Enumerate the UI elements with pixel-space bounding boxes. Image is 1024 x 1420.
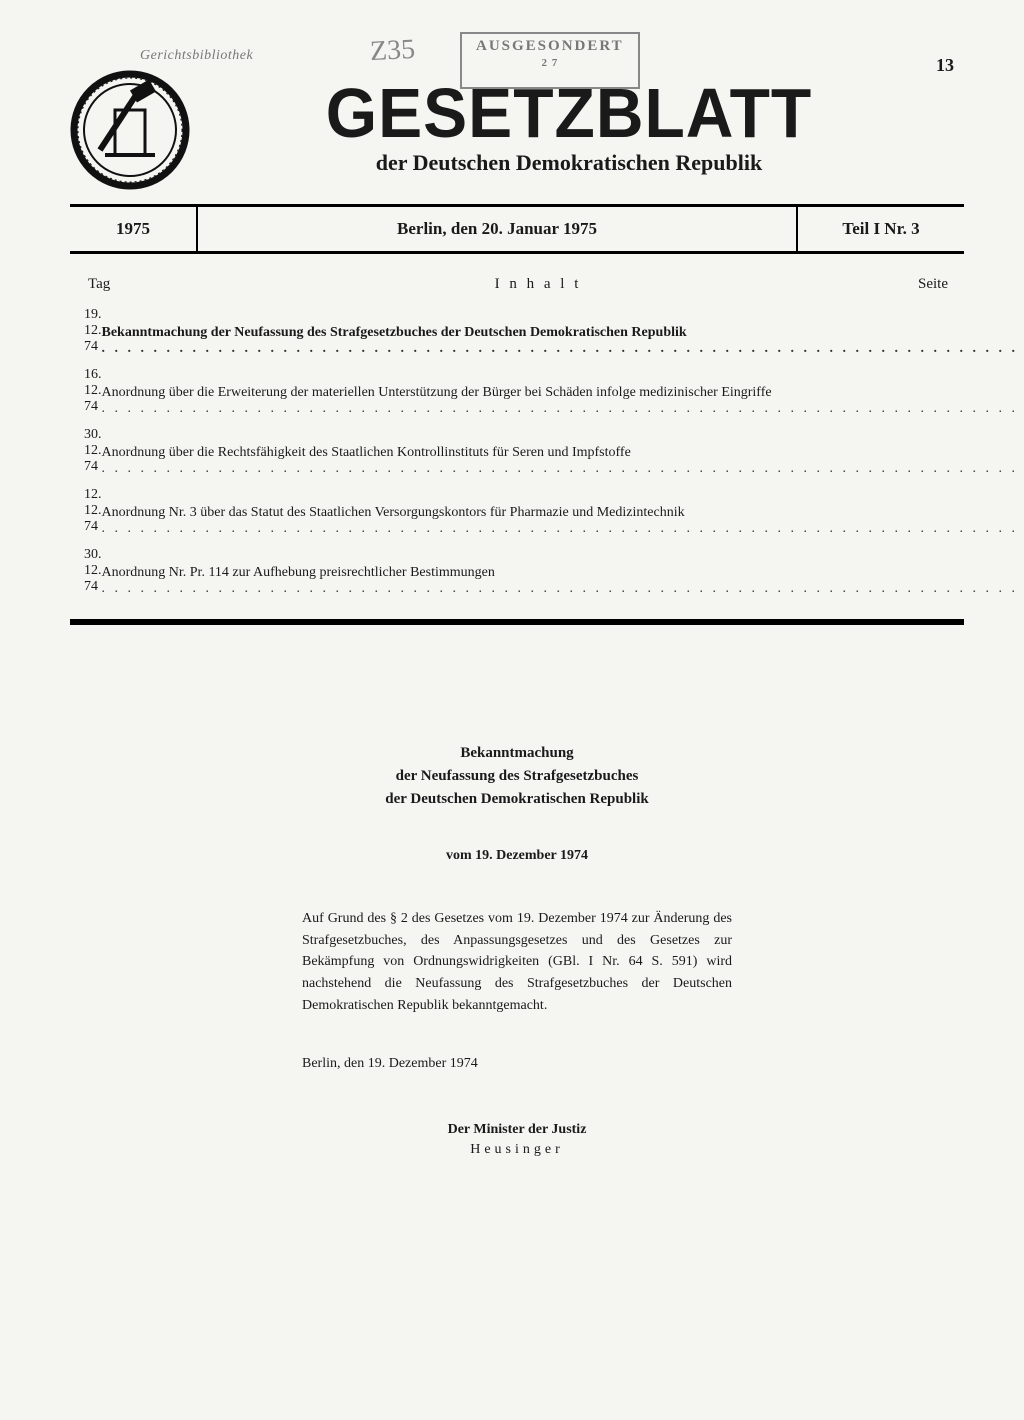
page-number: 13 bbox=[936, 55, 954, 76]
toc-date: 30. 12. 74 bbox=[80, 427, 102, 477]
announcement-line3: der Deutschen Demokratischen Republik bbox=[70, 791, 964, 808]
announcement-line2: der Neufassung des Strafgesetzbuches bbox=[70, 768, 964, 785]
toc-text: Anordnung Nr. Pr. 114 zur Aufhebung prei… bbox=[102, 565, 1024, 597]
announcement-place: Berlin, den 19. Dezember 1974 bbox=[302, 1056, 732, 1072]
toc-row: 12. 12. 74Anordnung Nr. 3 über das Statu… bbox=[80, 487, 954, 537]
signatory-role: Der Minister der Justiz bbox=[70, 1122, 964, 1138]
toc-text: Anordnung Nr. 3 über das Statut des Staa… bbox=[102, 505, 1024, 537]
table-of-contents: Tag I n h a l t Seite 19. 12. 74Bekanntm… bbox=[70, 276, 964, 597]
toc-date: 12. 12. 74 bbox=[80, 487, 102, 537]
library-stamp: Gerichtsbibliothek bbox=[140, 48, 253, 64]
handwritten-note: Z35 bbox=[369, 34, 416, 68]
toc-text: Anordnung über die Rechtsfähigkeit des S… bbox=[102, 445, 1024, 477]
toc-row: 30. 12. 74Anordnung über die Rechtsfähig… bbox=[80, 427, 954, 477]
toc-text: Anordnung über die Erweiterung der mater… bbox=[102, 385, 1024, 417]
announcement-block: Bekanntmachung der Neufassung des Strafg… bbox=[70, 745, 964, 1158]
issue-place-date: Berlin, den 20. Januar 1975 bbox=[198, 207, 798, 251]
masthead: GESETZBLATT der Deutschen Demokratischen… bbox=[70, 70, 964, 190]
stamp-sub-text: 2 7 bbox=[476, 57, 624, 69]
toc-row: 16. 12. 74Anordnung über die Erweiterung… bbox=[80, 367, 954, 417]
toc-row: 30. 12. 74Anordnung Nr. Pr. 114 zur Aufh… bbox=[80, 547, 954, 597]
toc-row: 19. 12. 74Bekanntmachung der Neufassung … bbox=[80, 307, 954, 357]
publication-title: GESETZBLATT bbox=[214, 83, 924, 145]
divider-rule bbox=[70, 619, 964, 625]
toc-header-inhalt: I n h a l t bbox=[188, 276, 888, 293]
toc-date: 19. 12. 74 bbox=[80, 307, 102, 357]
toc-date: 16. 12. 74 bbox=[80, 367, 102, 417]
stamp-main-text: AUSGESONDERT bbox=[476, 38, 624, 54]
issue-year: 1975 bbox=[70, 207, 198, 251]
toc-header-tag: Tag bbox=[80, 276, 188, 293]
ddr-emblem-icon bbox=[70, 70, 190, 190]
announcement-body: Auf Grund des § 2 des Gesetzes vom 19. D… bbox=[302, 908, 732, 1016]
issue-bar: 1975 Berlin, den 20. Januar 1975 Teil I … bbox=[70, 204, 964, 254]
toc-text: Bekanntmachung der Neufassung des Strafg… bbox=[102, 325, 1024, 357]
announcement-date: vom 19. Dezember 1974 bbox=[70, 848, 964, 864]
publication-subtitle: der Deutschen Demokratischen Republik bbox=[214, 150, 924, 176]
issue-part: Teil I Nr. 3 bbox=[798, 207, 964, 251]
signatory-name: Heusinger bbox=[70, 1142, 964, 1158]
toc-date: 30. 12. 74 bbox=[80, 547, 102, 597]
announcement-line1: Bekanntmachung bbox=[70, 745, 964, 762]
toc-header-seite: Seite bbox=[888, 276, 954, 293]
